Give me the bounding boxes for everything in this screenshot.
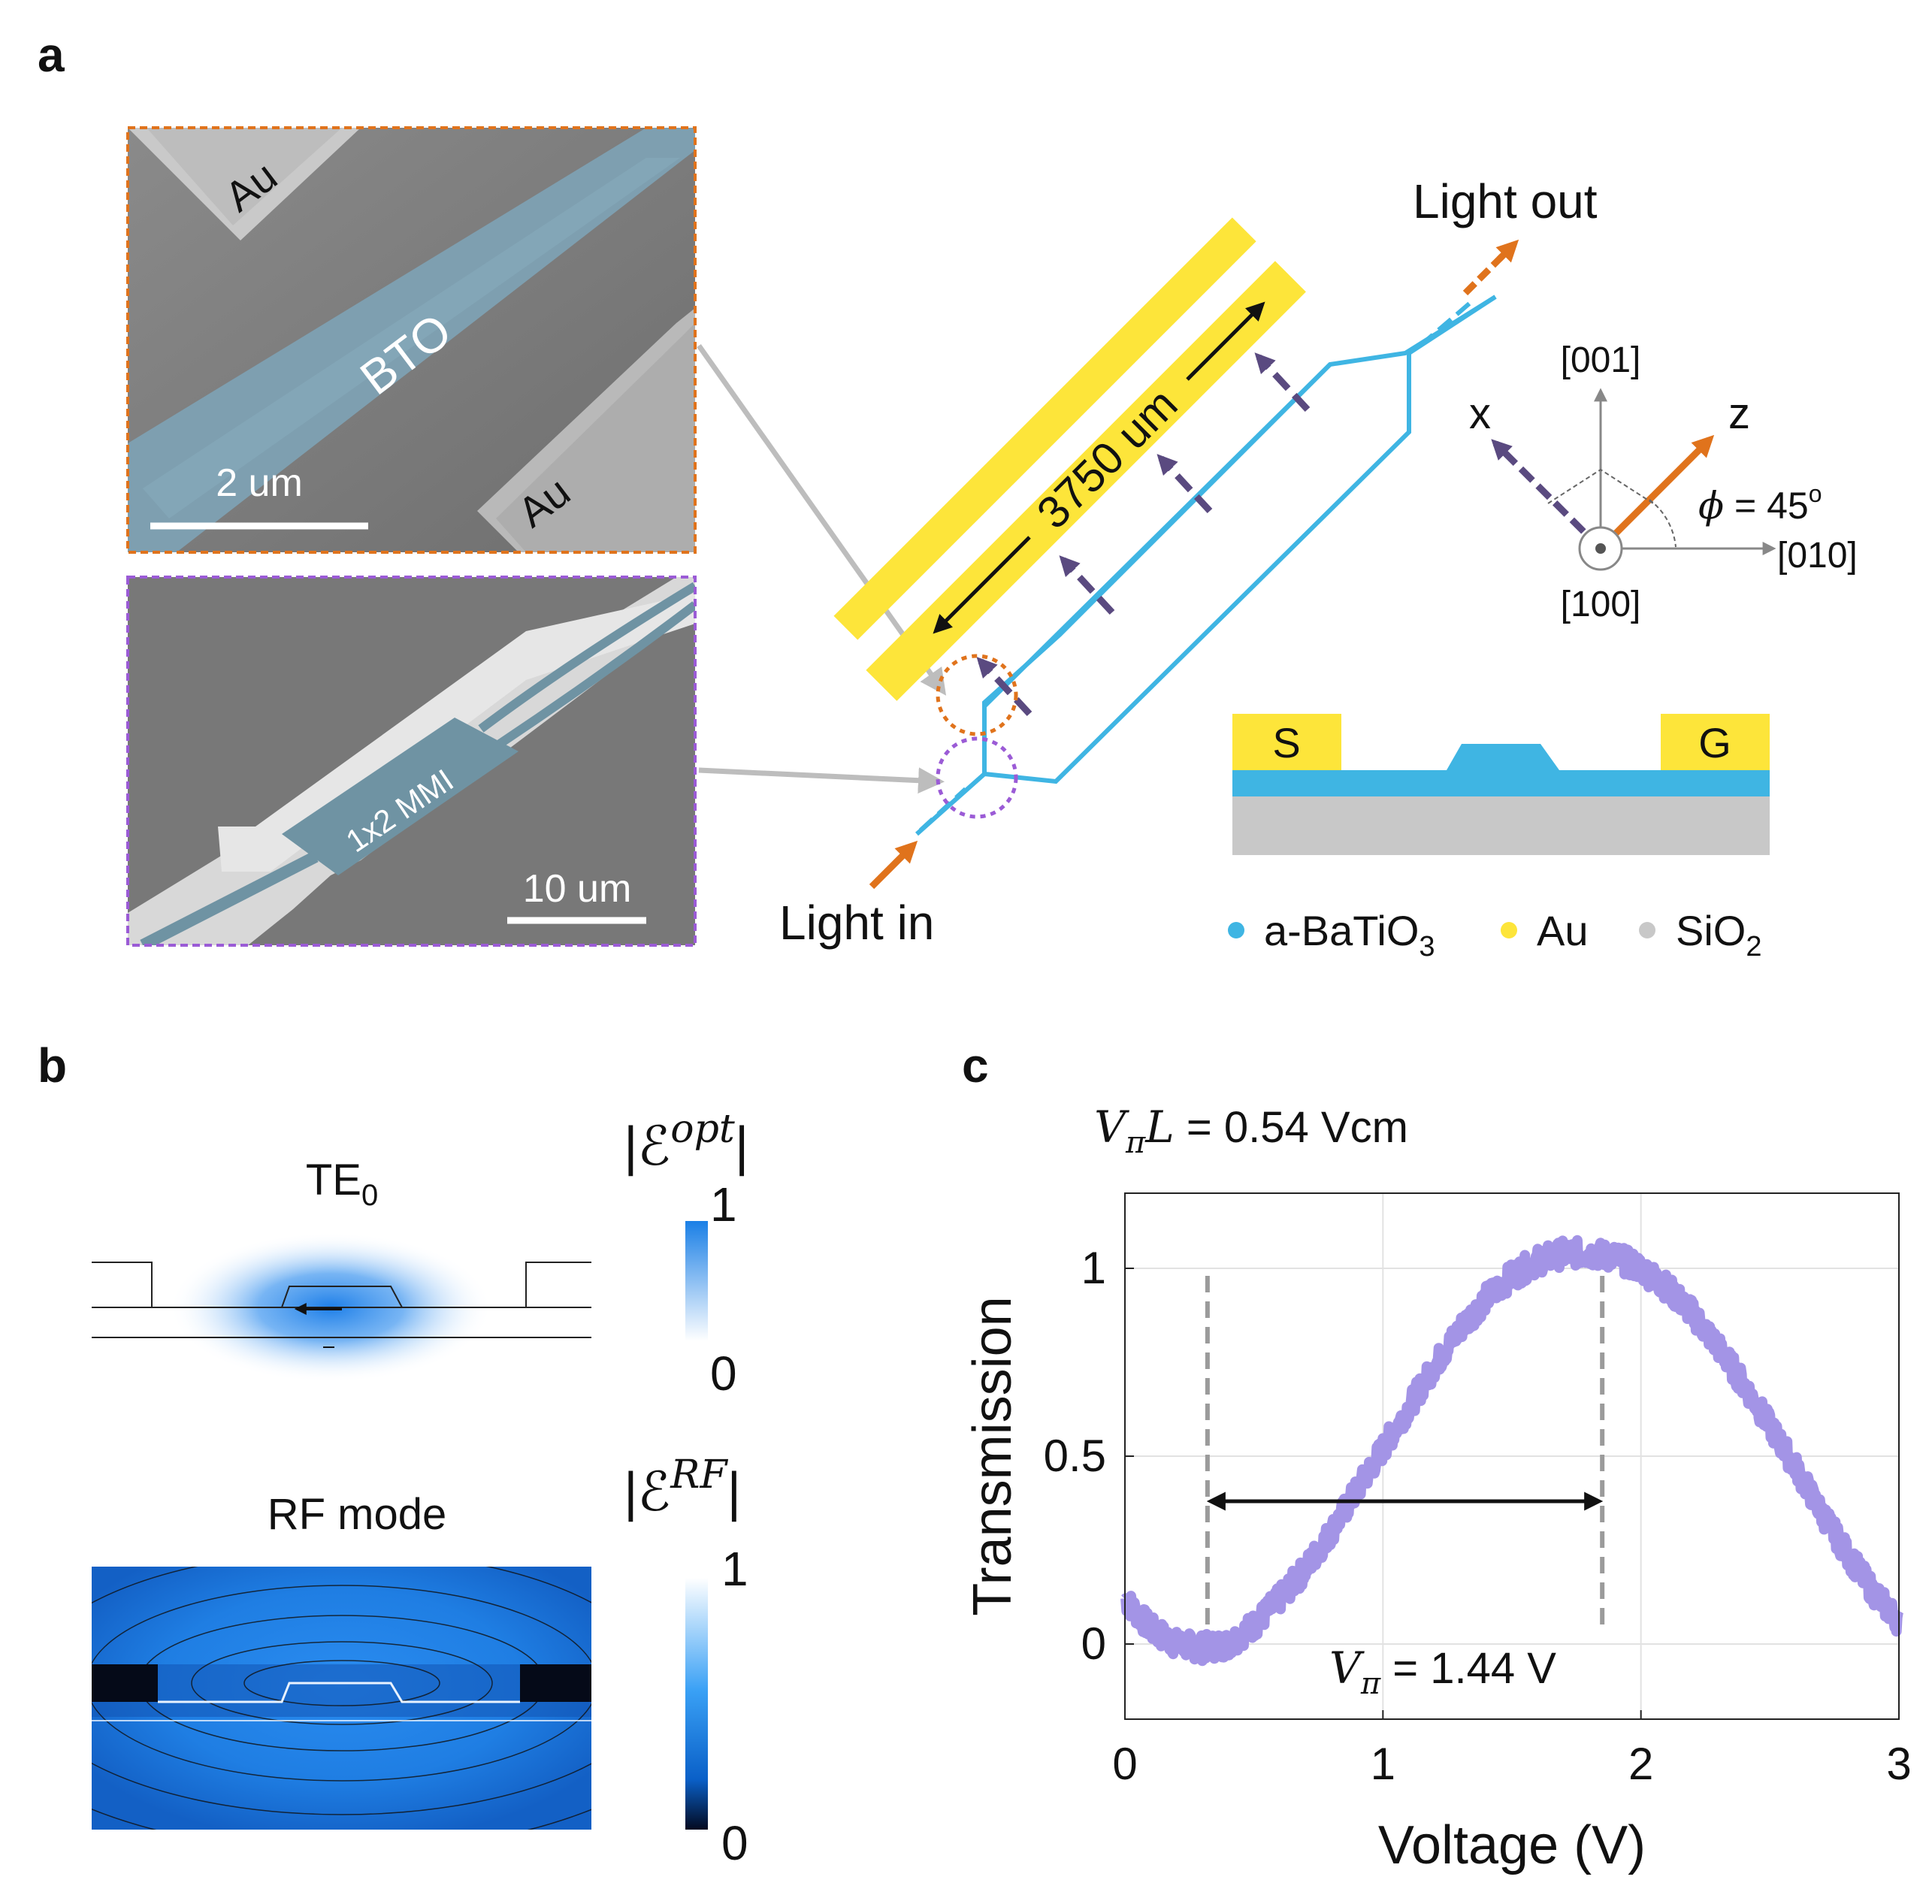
rf-mode-plot: RF mode: [92, 1490, 591, 1830]
device-schematic: 3750 um Light out Light in: [779, 174, 1598, 950]
pointer-arrow-top: [697, 343, 947, 696]
y-tick-label: 0.5: [1044, 1431, 1106, 1481]
te0-title: TE0: [306, 1156, 378, 1212]
zoom-circle-bottom: [936, 736, 1018, 819]
axis-label-010: [010]: [1777, 536, 1858, 576]
axis-label-x: x: [1469, 389, 1491, 438]
scalebar-10um-label: 10 um: [523, 867, 632, 911]
transmission-series: [1120, 1235, 1904, 1667]
panel-label-c: c: [962, 1038, 989, 1093]
sem-image-bottom: 1x2 MMI 10 um: [126, 576, 697, 947]
light-in-label: Light in: [779, 896, 934, 950]
colorbar-rf-min: 0: [721, 1816, 748, 1870]
light-out-arrow: [1495, 239, 1519, 263]
panel-label-b: b: [38, 1038, 67, 1093]
x-tick-label: 3: [1886, 1739, 1911, 1789]
pointer-arrow-bottom: [698, 767, 945, 794]
panel-label-a: a: [38, 28, 65, 82]
cross-section: S G: [1232, 714, 1770, 855]
x-tick-label: 0: [1112, 1739, 1137, 1789]
colorbar-rf-max: 1: [721, 1542, 748, 1596]
bto-layer: [1232, 770, 1770, 796]
scalebar-2um-label: 2 um: [216, 461, 303, 505]
crystal-axes: [001] [010] [100] x z ϕ = 45o: [1469, 340, 1858, 624]
chart-annotations: [1205, 1276, 1605, 1625]
phi-label: ϕ = 45o: [1698, 480, 1822, 527]
chart-ylabel: Transmission: [963, 1296, 1023, 1615]
electrode-top: [833, 217, 1256, 640]
zoom-circle-top: [936, 654, 1018, 736]
waveguide-lower-arm: [984, 353, 1411, 784]
bto-ridge: [1447, 744, 1559, 770]
sem-image-top: Au BTO Au 2 um: [126, 126, 697, 554]
y-tick-label: 0: [1081, 1618, 1106, 1669]
legend-au: Au: [1537, 907, 1589, 954]
z-axis-arrow: [1598, 434, 1715, 552]
chart-xlabel: Voltage (V): [1378, 1815, 1646, 1875]
axis-label-z: z: [1728, 389, 1750, 438]
legend-sio2: SiO2: [1676, 907, 1762, 963]
vpi-label: Vπ = 1.44 V: [1329, 1643, 1556, 1701]
material-legend: a-BaTiO3 Au SiO2: [1228, 907, 1762, 963]
te0-mode-plot: TE0: [92, 1156, 591, 1383]
light-in-arrow: [869, 840, 918, 890]
x-axis-arrow: [1491, 439, 1604, 552]
legend-bto: a-BaTiO3: [1264, 907, 1435, 963]
mmi-block: [282, 718, 519, 875]
signal-label: S: [1272, 719, 1300, 766]
colorbar-rf: |ℰRF| 1 0: [624, 1452, 748, 1870]
y-tick-label: 1: [1081, 1243, 1106, 1293]
ground-electrode: [1661, 714, 1770, 770]
sio2-layer: [1232, 796, 1770, 855]
axis-label-100: [100]: [1561, 585, 1641, 624]
light-out-label: Light out: [1413, 174, 1598, 228]
axis-label-001: [001]: [1561, 340, 1641, 380]
colorbar-opt-label: |ℰopt|: [624, 1107, 749, 1177]
chart-title: VπL = 0.54 Vcm: [1094, 1102, 1408, 1160]
chart-frame: [1124, 1192, 1900, 1720]
chart-ticks: 0 1 2 3 0 0.5 1: [1044, 1243, 1912, 1789]
colorbar-opt-max: 1: [710, 1177, 737, 1232]
chart-series: [1120, 1235, 1904, 1667]
colorbar-opt-min: 0: [710, 1346, 737, 1401]
x-tick-label: 2: [1628, 1739, 1653, 1789]
x-tick-label: 1: [1371, 1739, 1395, 1789]
transmission-chart: VπL = 0.54 Vcm 0 1 2 3 0 0.5 1 Voltage (V) Tra…: [963, 1102, 1912, 1875]
colorbar-opt: |ℰopt| 1 0: [624, 1107, 749, 1401]
ground-label: G: [1698, 719, 1731, 766]
signal-electrode: [1232, 714, 1341, 770]
rf-mode-title: RF mode: [268, 1490, 447, 1539]
colorbar-rf-label: |ℰRF|: [624, 1452, 741, 1522]
